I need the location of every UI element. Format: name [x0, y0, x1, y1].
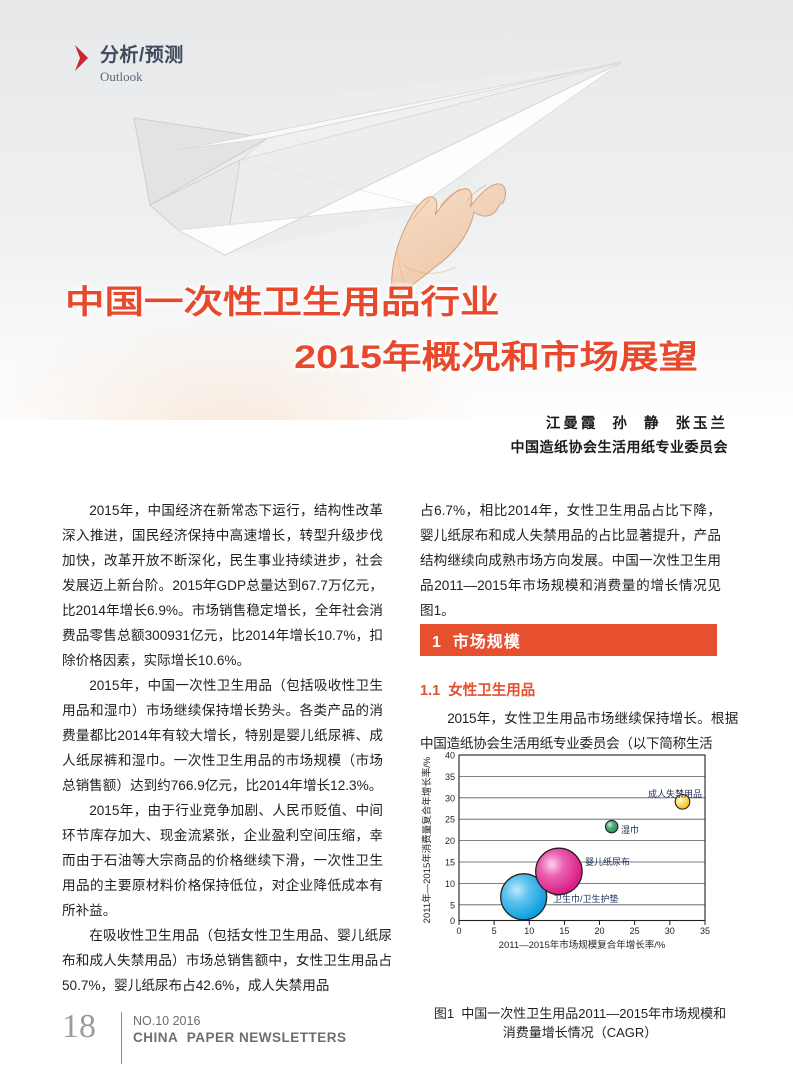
- svg-text:35: 35: [700, 926, 710, 936]
- svg-text:0: 0: [450, 916, 455, 926]
- svg-text:2011年—2015年消费量复合年增长率/%: 2011年—2015年消费量复合年增长率/%: [421, 756, 433, 923]
- svg-text:5: 5: [492, 926, 497, 936]
- svg-text:10: 10: [524, 926, 534, 936]
- svg-text:卫生巾/卫生护垫: 卫生巾/卫生护垫: [553, 893, 619, 904]
- svg-text:婴儿纸尿布: 婴儿纸尿布: [585, 856, 630, 867]
- svg-text:40: 40: [445, 751, 455, 761]
- svg-text:5: 5: [450, 900, 455, 910]
- svg-text:20: 20: [594, 926, 604, 936]
- svg-text:20: 20: [445, 836, 455, 846]
- svg-text:15: 15: [445, 858, 455, 868]
- svg-text:30: 30: [665, 926, 675, 936]
- svg-text:25: 25: [445, 815, 455, 825]
- svg-text:成人失禁用品: 成人失禁用品: [648, 788, 702, 799]
- svg-text:35: 35: [445, 772, 455, 782]
- svg-text:10: 10: [445, 879, 455, 889]
- svg-text:25: 25: [630, 926, 640, 936]
- svg-text:30: 30: [445, 793, 455, 803]
- svg-text:0: 0: [456, 926, 461, 936]
- svg-text:15: 15: [559, 926, 569, 936]
- svg-text:2011—2015年市场规模复合年增长率/%: 2011—2015年市场规模复合年增长率/%: [499, 939, 666, 951]
- svg-text:湿巾: 湿巾: [621, 824, 639, 835]
